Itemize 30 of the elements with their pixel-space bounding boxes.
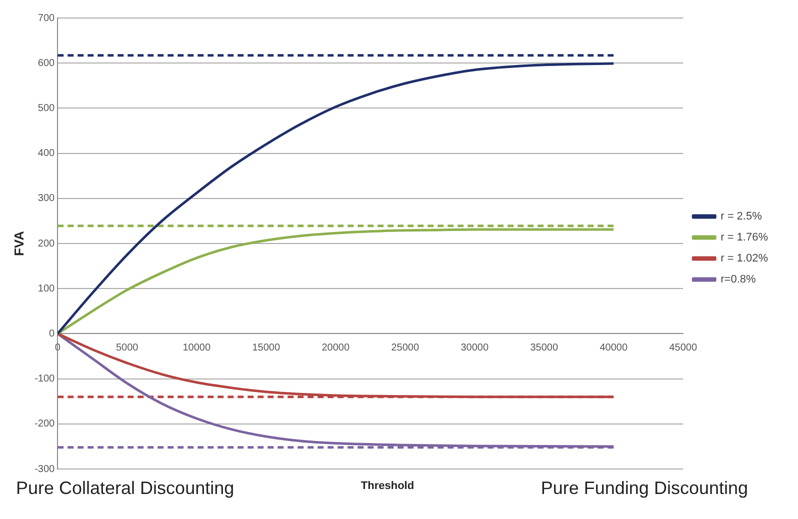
text: Pure Funding Discounting	[540, 478, 748, 499]
legend-label: r = 1.76%	[720, 232, 768, 244]
y-tick-label: 500	[38, 102, 56, 114]
y-tick-label: 400	[38, 148, 56, 160]
x-tick-label: 10000	[182, 342, 211, 354]
y-tick-label: 0	[49, 328, 56, 340]
x-tick-label: 25000	[391, 342, 420, 354]
legend-label: r = 2.5%	[720, 210, 762, 223]
line-series	[58, 62, 615, 335]
x-axis-title: Threshold	[360, 479, 414, 492]
x-tick-label: 30000	[460, 342, 489, 354]
y-tick-label: -200	[34, 418, 56, 430]
y-tick-label: 100	[38, 283, 56, 294]
y-tick-label: 300	[38, 193, 56, 204]
line-series	[58, 228, 615, 335]
y-tick-label: 200	[38, 238, 56, 250]
text: Pure Collateral Discounting	[16, 478, 234, 499]
x-tick-label: 45000	[669, 342, 698, 354]
legend-label: r = 1.02%	[720, 252, 768, 265]
y-tick-label: 700	[38, 12, 56, 24]
y-tick-label: -300	[34, 464, 56, 475]
x-tick-label: 5000	[116, 342, 139, 354]
y-tick-label: 600	[38, 58, 56, 69]
x-tick-label: 15000	[252, 342, 280, 354]
x-tick-label: 35000	[530, 342, 558, 354]
x-tick-label: 20000	[322, 342, 350, 354]
y-axis-title: FVA	[11, 230, 26, 256]
y-tick-label: -100	[34, 374, 56, 385]
x-tick-label: 40000	[600, 342, 628, 354]
legend-label: r=0.8%	[720, 274, 756, 286]
